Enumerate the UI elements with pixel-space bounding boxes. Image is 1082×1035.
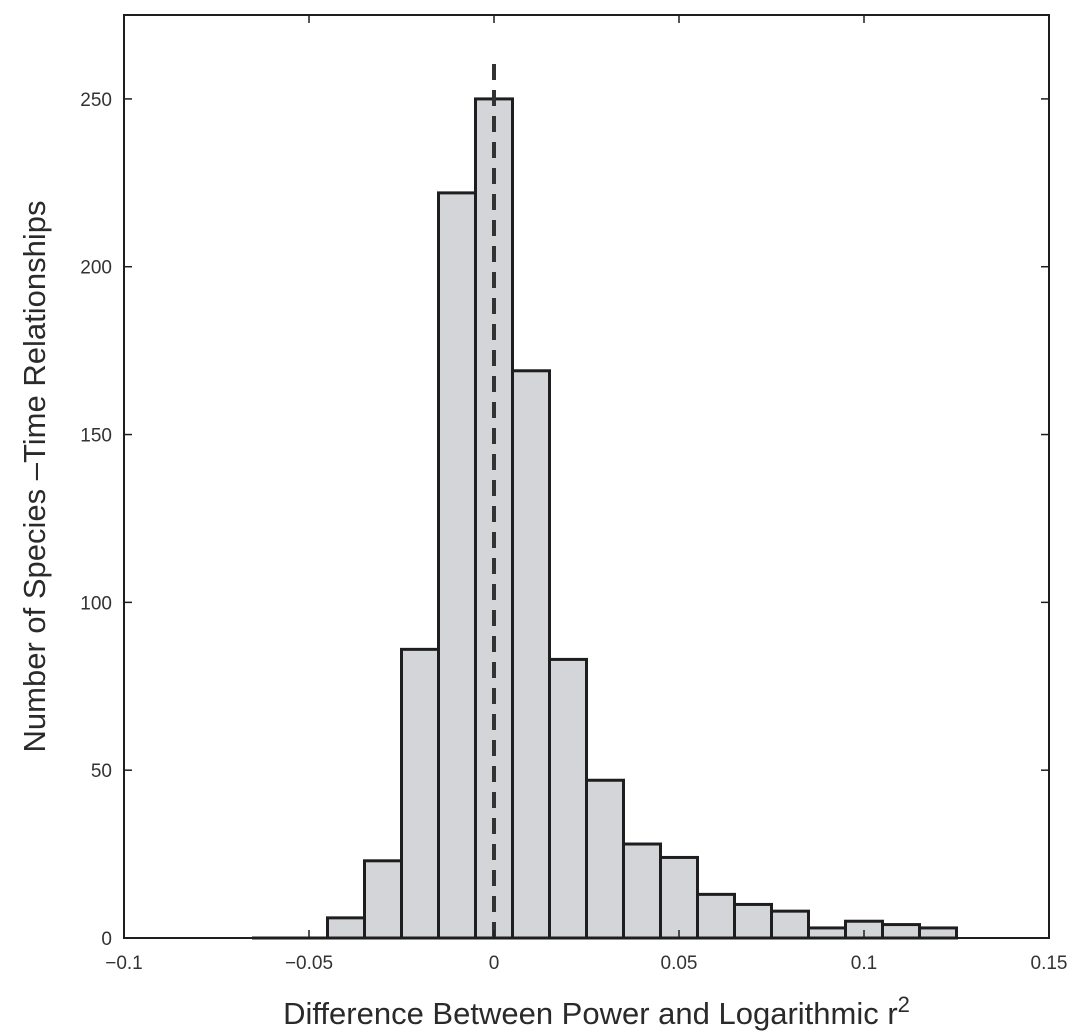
y-tick-label: 200 bbox=[80, 258, 112, 279]
y-tick-label: 0 bbox=[101, 929, 112, 950]
x-tick-label: 0 bbox=[489, 953, 500, 974]
histogram-bar bbox=[918, 926, 958, 940]
ticks-group: −0.1 −0.05 0 0.05 0.1 0.15 0 50 100 150 200 250 bbox=[80, 15, 1067, 974]
x-axis-label-superscript: 2 bbox=[898, 992, 910, 1017]
y-axis-label: Number of Species –Time Relationships bbox=[17, 201, 52, 753]
histogram-bar bbox=[881, 923, 921, 940]
histogram-bar bbox=[659, 855, 699, 940]
histogram-bar bbox=[511, 369, 551, 940]
y-tick-label: 100 bbox=[80, 593, 112, 614]
x-axis-label-text: Difference Between Power and Logarithmic… bbox=[283, 996, 898, 1031]
bars-group bbox=[252, 97, 958, 940]
histogram-bar bbox=[696, 892, 736, 940]
histogram-bar bbox=[400, 647, 440, 940]
x-tick-label: 0.05 bbox=[661, 953, 698, 974]
histogram-bar bbox=[807, 926, 847, 940]
histogram-bar bbox=[770, 909, 810, 940]
histogram-bar bbox=[733, 902, 773, 940]
histogram-bar bbox=[326, 916, 366, 940]
x-axis-label: Difference Between Power and Logarithmic… bbox=[283, 992, 910, 1031]
x-tick-label: −0.05 bbox=[285, 953, 333, 974]
histogram-bar bbox=[548, 657, 588, 940]
y-tick-label: 250 bbox=[80, 90, 112, 111]
x-tick-label: 0.15 bbox=[1031, 953, 1068, 974]
histogram-bar bbox=[622, 842, 662, 940]
y-tick-label: 150 bbox=[80, 426, 112, 447]
plot-frame bbox=[123, 14, 1050, 939]
x-tick-label: −0.1 bbox=[105, 953, 143, 974]
histogram-bar bbox=[437, 191, 477, 940]
x-tick-label: 0.1 bbox=[851, 953, 877, 974]
histogram-bar bbox=[363, 859, 403, 940]
y-tick-label: 50 bbox=[91, 761, 112, 782]
histogram-bar bbox=[585, 778, 625, 940]
